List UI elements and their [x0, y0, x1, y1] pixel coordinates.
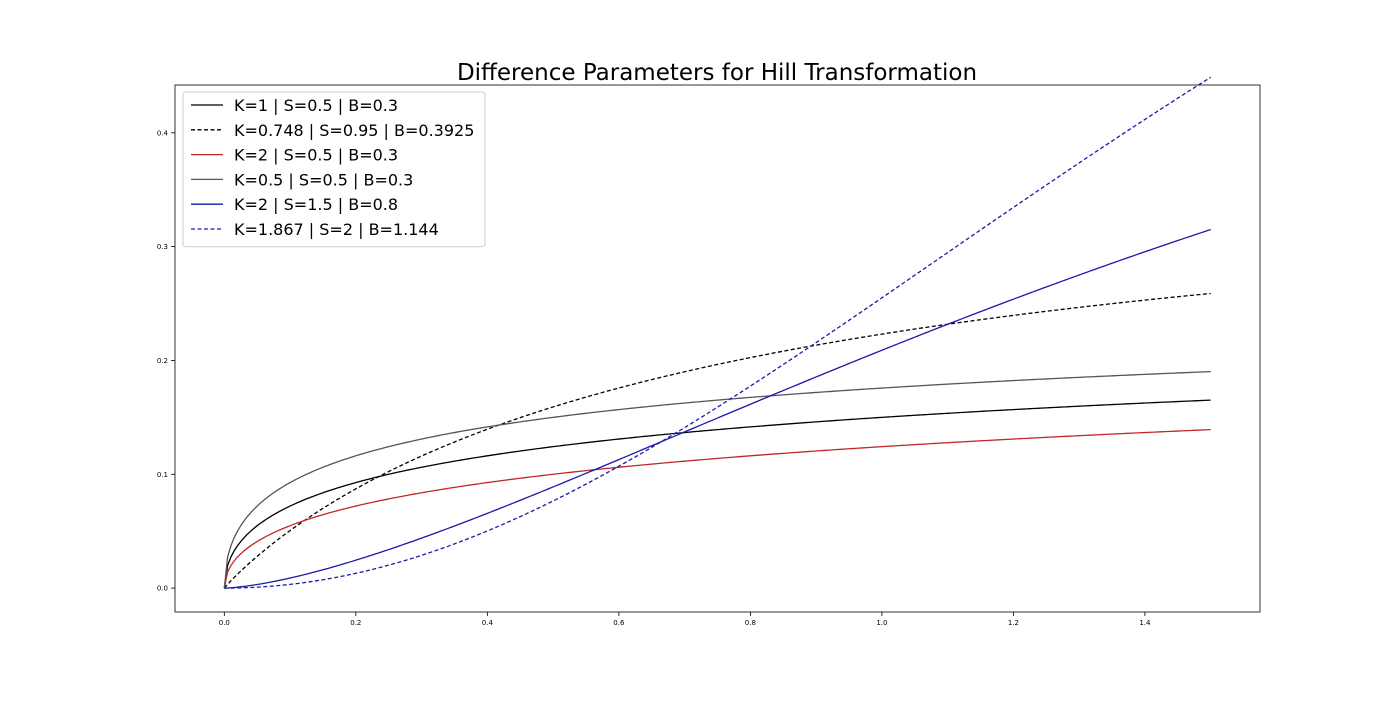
legend-label: K=0.5 | S=0.5 | B=0.3: [234, 170, 413, 189]
series-line-6: [224, 76, 1212, 589]
x-tick-label: 0.0: [219, 619, 230, 627]
y-axis: 0.0 0.1 0.2 0.3 0.4: [157, 129, 175, 593]
legend-label: K=1.867 | S=2 | B=1.144: [234, 220, 439, 239]
legend-label: K=2 | S=0.5 | B=0.3: [234, 146, 398, 165]
legend-box: [182, 91, 486, 248]
x-tick-label: 0.6: [613, 619, 625, 627]
series-line-5: [224, 228, 1211, 589]
y-tick-label: 0.2: [157, 357, 168, 365]
y-tick-label: 0.1: [157, 471, 168, 479]
x-tick-label: 0.2: [350, 619, 361, 627]
series-line-3: [223, 428, 1211, 589]
y-tick-label: 0.3: [157, 243, 168, 251]
x-tick-label: 0.8: [745, 619, 756, 627]
plot-frame: [174, 84, 1261, 613]
chart-title: Difference Parameters for Hill Transform…: [457, 60, 977, 86]
x-tick-label: 0.4: [482, 619, 494, 627]
x-tick-label: 1.4: [1139, 619, 1151, 627]
series-line-4: [223, 370, 1211, 589]
legend-label: K=0.748 | S=0.95 | B=0.3925: [234, 121, 474, 140]
y-tick-label: 0.0: [157, 585, 168, 593]
legend: K=1 | S=0.5 | B=0.3 K=0.748 | S=0.95 | B=…: [182, 91, 486, 248]
x-tick-label: 1.2: [1008, 619, 1019, 627]
x-tick-label: 1.0: [876, 619, 887, 627]
y-tick-label: 0.4: [157, 129, 169, 137]
series-line-1: [223, 399, 1211, 589]
legend-label: K=1 | S=0.5 | B=0.3: [234, 96, 398, 115]
legend-label: K=2 | S=1.5 | B=0.8: [234, 195, 398, 214]
x-axis: 0.0 0.2 0.4 0.6 0.8 1.0 1.2 1.4: [219, 612, 1151, 627]
series-line-2: [223, 292, 1211, 589]
series-layer: [223, 76, 1212, 589]
